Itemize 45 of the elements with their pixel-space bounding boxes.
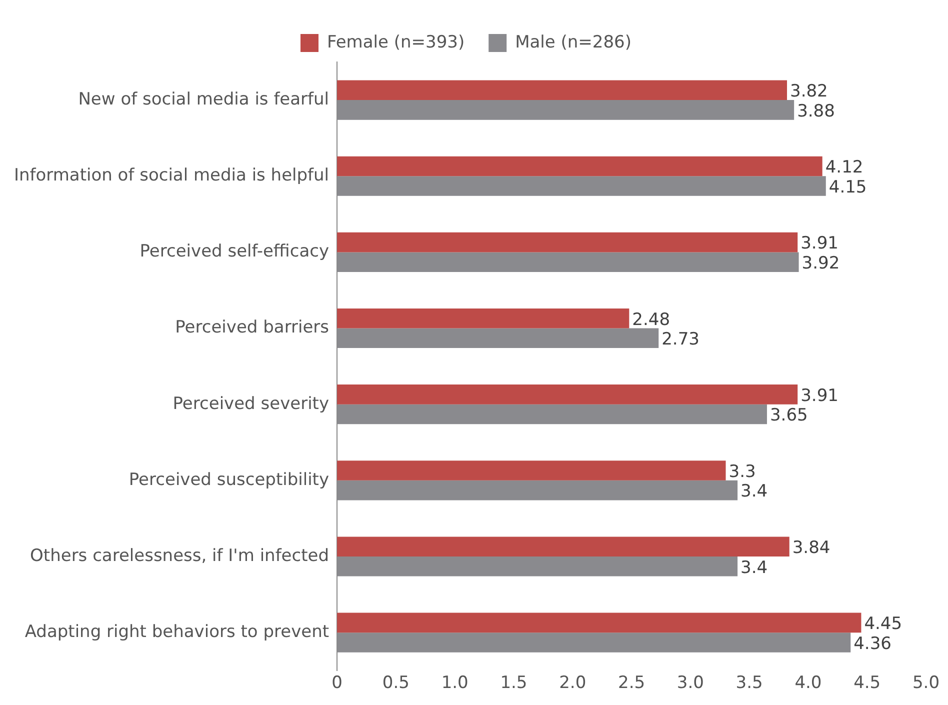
x-tick-label: 3.0 [676,673,704,694]
y-tick-label: Perceived self-efficacy [140,242,330,262]
y-tick-label: Perceived barriers [175,318,330,338]
bar [337,384,798,404]
bar [337,460,726,480]
y-tick-label: Adapting right behaviors to prevent [24,622,330,642]
data-label: 4.45 [864,614,902,634]
data-label: 3.3 [728,462,756,482]
bar [337,232,798,252]
y-tick-label: Others carelessness, if I'm infected [30,546,330,566]
data-label: 3.92 [802,254,840,274]
x-tick-label: 2.5 [618,673,646,694]
bar [337,612,862,633]
x-tick-label: 5.0 [912,673,940,694]
data-label: 3.4 [740,482,768,502]
y-tick-label: Perceived severity [172,394,330,414]
bar [337,308,630,328]
x-tick-label: 2.0 [559,673,586,694]
y-tick-label: Information of social media is helpful [14,166,330,186]
data-label: 3.91 [800,234,838,254]
x-tick-label: 0 [332,673,342,694]
data-label: 2.73 [662,330,700,350]
x-tick-label: 4.0 [794,673,822,694]
legend-label: Male (n=286) [515,32,632,52]
data-label: 3.88 [797,101,835,122]
data-label: 3.65 [770,406,808,426]
bar [337,536,790,556]
bar [337,156,822,176]
x-tick-label: 3.5 [736,673,763,694]
x-tick-label: 0.5 [382,673,410,694]
x-tick-label: 1.5 [500,673,528,694]
data-label: 3.4 [740,558,768,578]
data-label: 3.82 [790,82,828,102]
y-tick-label: Perceived susceptibility [128,470,330,490]
bar [337,80,788,100]
data-label: 3.91 [800,386,838,406]
x-tick-label: 1.0 [441,673,468,694]
data-label: 2.48 [632,310,670,330]
x-tick-label: 4.5 [854,673,881,694]
legend-label: Female (n=393) [327,32,465,52]
data-label: 4.15 [828,177,867,198]
data-label: 4.12 [825,158,864,178]
data-label: 3.84 [792,538,830,558]
data-label: 4.36 [854,634,892,654]
y-tick-label: New of social media is fearful [78,89,330,110]
